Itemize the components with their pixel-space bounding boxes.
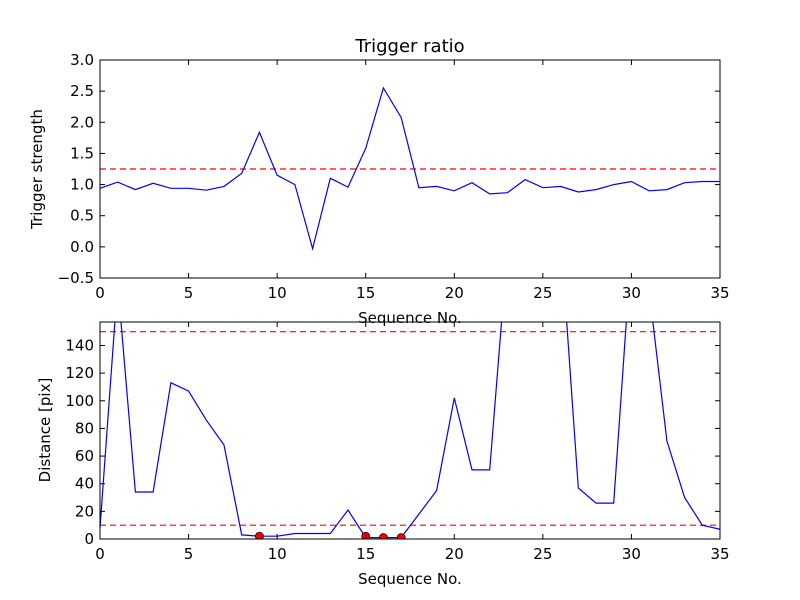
data-point-marker bbox=[379, 533, 388, 539]
y-tick-label: 0.5 bbox=[70, 207, 94, 225]
x-tick-label: 25 bbox=[533, 284, 552, 302]
x-tick-label: 25 bbox=[533, 545, 552, 563]
y-tick-label: 140 bbox=[65, 336, 94, 354]
trigger-ratio-subplot: Trigger ratio Trigger strength Sequence … bbox=[28, 36, 730, 327]
chart-title: Trigger ratio bbox=[354, 36, 464, 57]
distance-subplot: Distance [pix] Sequence No. 0 5 10 15 20 25 30… bbox=[36, 321, 730, 588]
x-tick-label: 15 bbox=[356, 284, 375, 302]
y-tick-label: 0.0 bbox=[70, 238, 94, 256]
y-tick-label: 60 bbox=[75, 447, 94, 465]
x-tick-label: 10 bbox=[268, 545, 287, 563]
series-line bbox=[100, 322, 720, 539]
ticks: 0 5 10 15 20 25 30 35 0 20 40 60 80 100 120 140 bbox=[65, 322, 730, 563]
data-point-marker bbox=[396, 533, 406, 539]
y-tick-label: 2.0 bbox=[70, 113, 94, 131]
y-tick-label: 1.5 bbox=[70, 144, 94, 162]
y-tick-label: 100 bbox=[65, 392, 94, 410]
x-tick-label: 20 bbox=[445, 284, 464, 302]
y-axis-label: Trigger strength bbox=[28, 109, 46, 230]
ticks: 0 5 10 15 20 25 30 35 −0.5 0.0 0.5 1.0 1.5 2.0 2.5 3.0 bbox=[58, 51, 730, 302]
x-tick-label: 0 bbox=[95, 284, 105, 302]
axes-frame bbox=[99, 321, 721, 540]
x-tick-label: 30 bbox=[622, 545, 641, 563]
y-tick-label: 0 bbox=[84, 530, 94, 548]
x-tick-label: 35 bbox=[710, 284, 729, 302]
y-tick-label: 1.0 bbox=[70, 176, 94, 194]
x-tick-label: 15 bbox=[356, 545, 375, 563]
x-tick-label: 5 bbox=[184, 545, 194, 563]
x-tick-label: 5 bbox=[184, 284, 194, 302]
series-line bbox=[100, 86, 720, 252]
x-tick-label: 30 bbox=[622, 284, 641, 302]
plot-area bbox=[100, 322, 720, 539]
y-tick-label: 40 bbox=[75, 475, 94, 493]
x-axis-label: Sequence No. bbox=[358, 570, 462, 588]
x-tick-label: 35 bbox=[710, 545, 729, 563]
x-tick-label: 0 bbox=[95, 545, 105, 563]
y-tick-label: 80 bbox=[75, 419, 94, 437]
y-tick-label: −0.5 bbox=[58, 269, 94, 287]
axes-frame bbox=[99, 59, 721, 279]
y-axis-label: Distance [pix] bbox=[36, 378, 54, 483]
x-tick-label: 20 bbox=[445, 545, 464, 563]
y-tick-label: 120 bbox=[65, 364, 94, 382]
y-tick-label: 20 bbox=[75, 502, 94, 520]
data-point-marker bbox=[255, 531, 264, 539]
x-tick-label: 10 bbox=[268, 284, 287, 302]
y-tick-label: 2.5 bbox=[70, 82, 94, 100]
y-tick-label: 3.0 bbox=[70, 51, 94, 69]
plot-area bbox=[100, 86, 720, 252]
